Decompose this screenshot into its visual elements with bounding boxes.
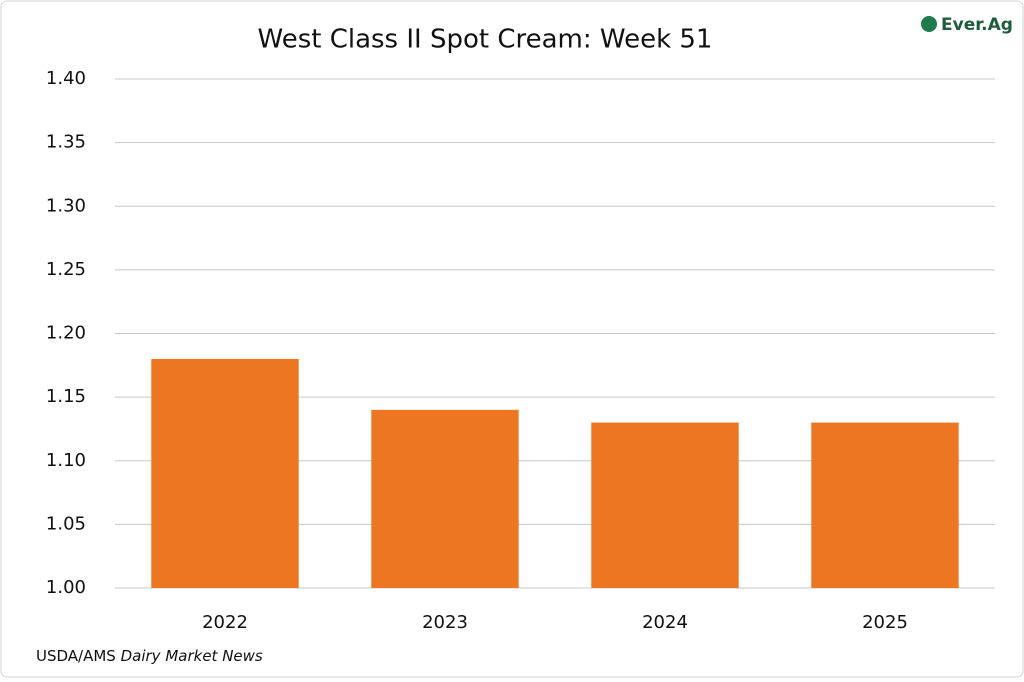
x-tick-label: 2024	[642, 612, 688, 633]
x-tick-label: 2025	[862, 612, 908, 633]
y-tick-label: 1.10	[46, 450, 86, 471]
y-tick-label: 1.40	[46, 68, 86, 89]
y-tick-label: 1.15	[46, 386, 86, 407]
bar	[811, 422, 959, 588]
source-prefix: USDA/AMS	[36, 647, 116, 665]
logo-icon	[921, 16, 937, 32]
y-tick-label: 1.35	[46, 132, 86, 153]
bar	[371, 409, 519, 588]
y-tick-label: 1.20	[46, 323, 86, 344]
y-tick-label: 1.30	[46, 195, 86, 216]
source: USDA/AMS Dairy Market News	[36, 647, 263, 665]
x-tick-label: 2022	[202, 612, 248, 633]
chart-title: West Class II Spot Cream: Week 51	[258, 25, 713, 55]
y-tick-label: 1.00	[46, 577, 86, 598]
x-tick-label: 2023	[422, 612, 468, 633]
bar	[151, 358, 299, 588]
y-tick-label: 1.25	[46, 259, 86, 280]
y-tick-label: 1.05	[46, 513, 86, 534]
source-title: Dairy Market News	[121, 647, 263, 665]
bar	[591, 422, 739, 588]
logo: Ever.Ag	[941, 15, 1013, 35]
